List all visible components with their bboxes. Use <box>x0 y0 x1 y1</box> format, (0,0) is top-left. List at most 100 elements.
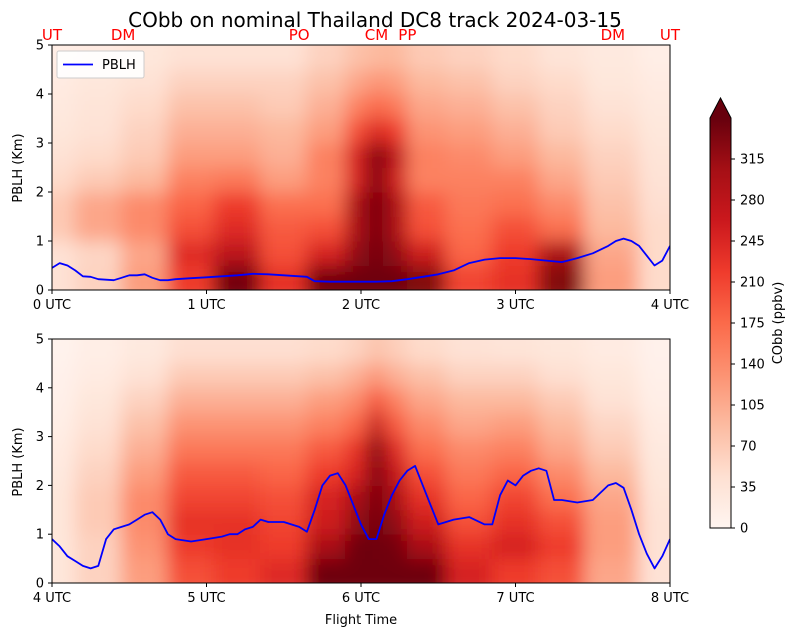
legend-label-pblh: PBLH <box>102 58 136 73</box>
y-tick-label: 0 <box>36 577 44 592</box>
x-tick-label: 4 UTC <box>33 591 71 606</box>
bottom-panel: 4 UTC 5 UTC 6 UTC 7 UTC 8 UTC 0 1 2 3 4 5 <box>33 333 689 607</box>
heatmap-cell <box>406 436 447 462</box>
station-label: PP <box>398 26 416 44</box>
heatmap-cell <box>406 167 447 193</box>
heatmap-cell <box>121 265 169 290</box>
heatmap-cell <box>406 509 447 535</box>
heatmap-cell <box>368 265 385 290</box>
y-tick-label: 1 <box>36 235 44 250</box>
heatmap-area <box>52 339 670 583</box>
heatmap-cell <box>52 533 76 560</box>
heatmap-cell <box>213 533 262 560</box>
heatmap-cell <box>260 339 308 364</box>
heatmap-cell <box>584 142 640 168</box>
heatmap-cell <box>584 387 640 413</box>
heatmap-cell <box>368 167 385 193</box>
heatmap-cell <box>260 191 308 217</box>
heatmap-cell <box>538 533 586 560</box>
heatmap-cell <box>383 411 408 438</box>
heatmap-cell <box>445 387 493 413</box>
heatmap-cell <box>368 240 385 266</box>
heatmap-cell <box>306 387 347 413</box>
heatmap-cell <box>306 167 347 193</box>
heatmap-cell <box>584 265 640 290</box>
heatmap-cell <box>345 558 370 583</box>
heatmap-cell <box>538 436 586 462</box>
heatmap-cell <box>213 339 262 364</box>
heatmap-cell <box>383 240 408 266</box>
heatmap-cell <box>167 118 215 144</box>
heatmap-cell <box>406 362 447 389</box>
heatmap-cell <box>383 558 408 583</box>
y-tick-label: 3 <box>36 137 44 152</box>
heatmap-cell <box>584 93 640 119</box>
heatmap-cell <box>74 460 123 486</box>
heatmap-cell <box>167 142 215 168</box>
heatmap-cell <box>406 411 447 438</box>
heatmap-cell <box>345 45 370 70</box>
heatmap-cell <box>345 339 370 364</box>
heatmap-cell <box>121 460 169 486</box>
heatmap-cell <box>638 558 670 583</box>
heatmap-cell <box>306 436 347 462</box>
heatmap-cell <box>74 362 123 389</box>
heatmap-cell <box>491 509 540 535</box>
heatmap-cell <box>345 118 370 144</box>
heatmap-cell <box>74 216 123 242</box>
heatmap-cell <box>52 411 76 438</box>
heatmap-cell <box>52 436 76 462</box>
heatmap-cell <box>260 93 308 119</box>
x-tick-label: 7 UTC <box>496 591 534 606</box>
heatmap-cell <box>121 167 169 193</box>
heatmap-cell <box>445 118 493 144</box>
heatmap-cell <box>306 509 347 535</box>
colorbar-gradient <box>710 118 731 528</box>
heatmap-cell <box>74 191 123 217</box>
heatmap-cell <box>260 484 308 511</box>
heatmap-cell <box>52 118 76 144</box>
heatmap-cell <box>584 118 640 144</box>
heatmap-cell <box>638 509 670 535</box>
colorbar-tick-label: 140 <box>740 358 765 373</box>
x-tick-label: 3 UTC <box>496 298 534 313</box>
heatmap-cell <box>74 240 123 266</box>
legend-box <box>56 50 145 79</box>
heatmap-cell <box>538 191 586 217</box>
heatmap-cell <box>368 45 385 70</box>
heatmap-cell <box>306 265 347 290</box>
colorbar-tick-label: 70 <box>740 440 757 455</box>
heatmap-cell <box>260 387 308 413</box>
heatmap-cell <box>74 558 123 583</box>
colorbar: 0 35 70 105 140 175 210 245 280 315 <box>709 96 765 537</box>
heatmap-cell <box>538 509 586 535</box>
heatmap-cell <box>383 191 408 217</box>
heatmap-cell <box>213 411 262 438</box>
heatmap-cell <box>584 533 640 560</box>
heatmap-cell <box>445 411 493 438</box>
heatmap-cell <box>638 436 670 462</box>
heatmap-cell <box>74 167 123 193</box>
heatmap-cell <box>638 191 670 217</box>
heatmap-cell <box>167 484 215 511</box>
heatmap-cell <box>121 216 169 242</box>
heatmap-cell <box>406 118 447 144</box>
heatmap-cell <box>638 216 670 242</box>
colorbar-tick-label: 105 <box>740 399 765 414</box>
heatmap-cell <box>306 484 347 511</box>
heatmap-cell <box>345 387 370 413</box>
heatmap-cell <box>491 240 540 266</box>
heatmap-cell <box>538 167 586 193</box>
y-tick-label: 5 <box>36 333 44 348</box>
heatmap-cell <box>406 142 447 168</box>
heatmap-cell <box>638 339 670 364</box>
heatmap-cell <box>52 484 76 511</box>
heatmap-cell <box>445 533 493 560</box>
heatmap-cell <box>306 558 347 583</box>
colorbar-tick-label: 210 <box>740 276 765 291</box>
heatmap-cell <box>538 216 586 242</box>
heatmap-cell <box>368 142 385 168</box>
heatmap-cell <box>213 167 262 193</box>
heatmap-cell <box>260 265 308 290</box>
heatmap-cell <box>491 411 540 438</box>
